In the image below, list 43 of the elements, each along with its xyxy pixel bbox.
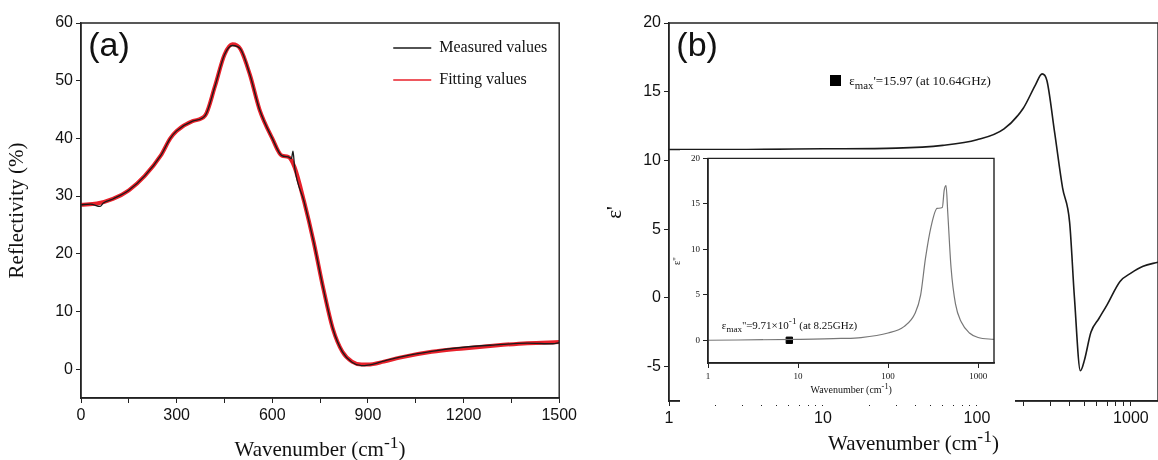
x-tick-label: 1500: [541, 406, 578, 424]
y-axis-title: ε'': [670, 256, 682, 265]
annotation: ε$_{max}$'=15.97 (at 10.64GHz): [849, 73, 991, 91]
annotation: (a): [88, 24, 130, 63]
y-tick-label: 5: [695, 289, 701, 300]
x-tick-label: 100: [881, 370, 896, 381]
x-tick-label: 300: [163, 406, 191, 424]
y-axis-title: ε': [601, 205, 626, 219]
x-tick-label: 1: [664, 409, 674, 427]
y-tick-label: 60: [55, 13, 74, 31]
x-axis-title: Wavenumber (cm$^{-1}$): [234, 432, 406, 460]
x-tick-label: 600: [258, 406, 286, 424]
y-axis-title: Reflectivity (%): [3, 142, 28, 279]
x-tick-label: 0: [76, 406, 86, 424]
x-tick-label: 1: [705, 370, 711, 381]
y-tick-label: 5: [652, 219, 662, 237]
y-tick-label: 20: [55, 244, 74, 262]
y-tick-label: 0: [695, 334, 701, 345]
y-tick-label: 10: [55, 301, 74, 319]
y-tick-label: 15: [643, 82, 662, 100]
annotation: ε$_{max}$''=9.71×10$^{-1}$ (at 8.25GHz): [721, 316, 858, 335]
y-tick-label: -5: [646, 357, 662, 375]
y-tick-label: 30: [55, 186, 74, 204]
x-axis-title: Wavenumber (cm$^{-1}$): [810, 382, 892, 396]
legend-label: Fitting values: [439, 70, 527, 89]
x-tick-label: 1000: [969, 370, 988, 381]
y-tick-label: 20: [691, 152, 701, 163]
annotation: (b): [676, 24, 718, 63]
x-tick-label: 10: [814, 409, 832, 427]
y-tick-label: 15: [691, 198, 701, 209]
legend-label: Measured values: [439, 38, 548, 56]
y-tick-label: 20: [643, 13, 662, 31]
y-tick-label: 0: [652, 288, 662, 306]
y-tick-label: 40: [55, 128, 74, 146]
y-tick-label: 50: [55, 71, 74, 89]
x-tick-label: 900: [354, 406, 382, 424]
x-tick-label: 100: [963, 409, 991, 427]
x-axis-title: Wavenumber (cm$^{-1}$): [828, 426, 999, 455]
x-tick-label: 10: [793, 370, 804, 381]
x-tick-label: 1200: [445, 406, 482, 424]
y-tick-label: 10: [643, 150, 662, 168]
x-tick-label: 1000: [1113, 409, 1149, 427]
y-tick-label: 10: [691, 243, 701, 254]
